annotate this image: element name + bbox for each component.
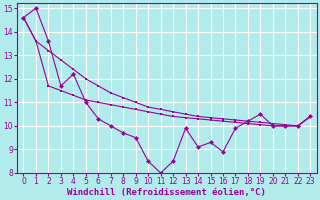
X-axis label: Windchill (Refroidissement éolien,°C): Windchill (Refroidissement éolien,°C) (68, 188, 266, 197)
